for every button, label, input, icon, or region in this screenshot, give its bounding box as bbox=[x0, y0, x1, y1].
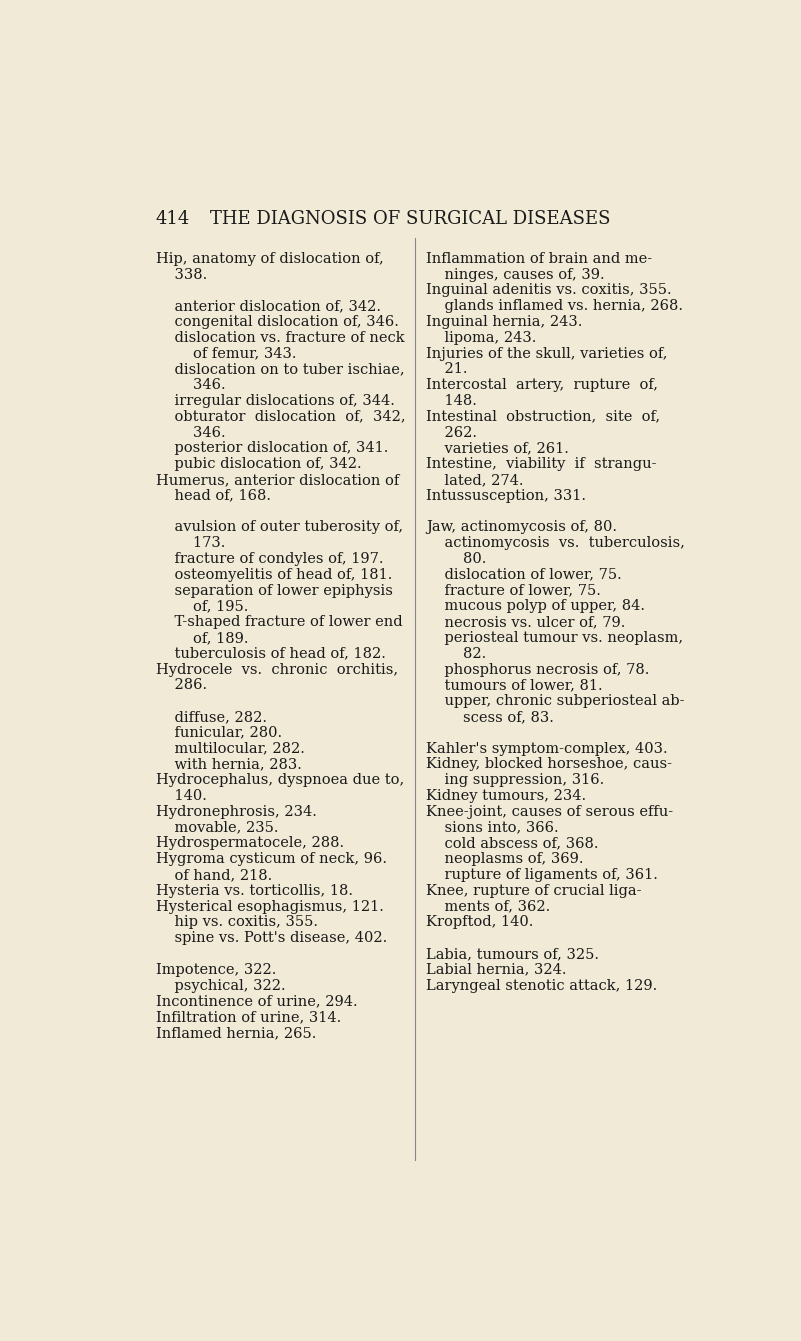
Text: Kidney, blocked horseshoe, caus-: Kidney, blocked horseshoe, caus- bbox=[426, 758, 672, 771]
Text: Infiltration of urine, 314.: Infiltration of urine, 314. bbox=[156, 1010, 341, 1025]
Text: Jaw, actinomycosis of, 80.: Jaw, actinomycosis of, 80. bbox=[426, 520, 617, 534]
Text: movable, 235.: movable, 235. bbox=[156, 821, 279, 834]
Text: 140.: 140. bbox=[156, 789, 207, 803]
Text: dislocation on to tuber ischiae,: dislocation on to tuber ischiae, bbox=[156, 362, 405, 377]
Text: head of, 168.: head of, 168. bbox=[156, 488, 271, 503]
Text: Labia, tumours of, 325.: Labia, tumours of, 325. bbox=[426, 947, 599, 961]
Text: hip vs. coxitis, 355.: hip vs. coxitis, 355. bbox=[156, 916, 318, 929]
Text: ments of, 362.: ments of, 362. bbox=[426, 900, 550, 913]
Text: Hydrospermatocele, 288.: Hydrospermatocele, 288. bbox=[156, 837, 344, 850]
Text: multilocular, 282.: multilocular, 282. bbox=[156, 742, 305, 755]
Text: 346.: 346. bbox=[156, 378, 226, 392]
Text: separation of lower epiphysis: separation of lower epiphysis bbox=[156, 583, 392, 598]
Text: rupture of ligaments of, 361.: rupture of ligaments of, 361. bbox=[426, 868, 658, 882]
Text: 21.: 21. bbox=[426, 362, 468, 377]
Text: 82.: 82. bbox=[426, 646, 486, 661]
Text: anterior dislocation of, 342.: anterior dislocation of, 342. bbox=[156, 299, 381, 314]
Text: Kahler's symptom-complex, 403.: Kahler's symptom-complex, 403. bbox=[426, 742, 668, 755]
Text: ing suppression, 316.: ing suppression, 316. bbox=[426, 774, 604, 787]
Text: dislocation vs. fracture of neck: dislocation vs. fracture of neck bbox=[156, 331, 405, 345]
Text: Kropftod, 140.: Kropftod, 140. bbox=[426, 916, 533, 929]
Text: glands inflamed vs. hernia, 268.: glands inflamed vs. hernia, 268. bbox=[426, 299, 683, 314]
Text: Laryngeal stenotic attack, 129.: Laryngeal stenotic attack, 129. bbox=[426, 979, 658, 992]
Text: 414: 414 bbox=[156, 211, 191, 228]
Text: funicular, 280.: funicular, 280. bbox=[156, 725, 282, 740]
Text: phosphorus necrosis of, 78.: phosphorus necrosis of, 78. bbox=[426, 662, 650, 677]
Text: Incontinence of urine, 294.: Incontinence of urine, 294. bbox=[156, 994, 357, 1008]
Text: psychical, 322.: psychical, 322. bbox=[156, 979, 286, 992]
Text: T-shaped fracture of lower end: T-shaped fracture of lower end bbox=[156, 616, 403, 629]
Text: Labial hernia, 324.: Labial hernia, 324. bbox=[426, 963, 566, 976]
Text: neoplasms of, 369.: neoplasms of, 369. bbox=[426, 852, 584, 866]
Text: of femur, 343.: of femur, 343. bbox=[156, 346, 296, 361]
Text: mucous polyp of upper, 84.: mucous polyp of upper, 84. bbox=[426, 599, 645, 613]
Text: Injuries of the skull, varieties of,: Injuries of the skull, varieties of, bbox=[426, 346, 667, 361]
Text: congenital dislocation of, 346.: congenital dislocation of, 346. bbox=[156, 315, 399, 329]
Text: Inguinal hernia, 243.: Inguinal hernia, 243. bbox=[426, 315, 582, 329]
Text: obturator  dislocation  of,  342,: obturator dislocation of, 342, bbox=[156, 410, 405, 424]
Text: Intercostal  artery,  rupture  of,: Intercostal artery, rupture of, bbox=[426, 378, 658, 392]
Text: posterior dislocation of, 341.: posterior dislocation of, 341. bbox=[156, 441, 388, 456]
Text: osteomyelitis of head of, 181.: osteomyelitis of head of, 181. bbox=[156, 567, 392, 582]
Text: avulsion of outer tuberosity of,: avulsion of outer tuberosity of, bbox=[156, 520, 403, 534]
Text: fracture of condyles of, 197.: fracture of condyles of, 197. bbox=[156, 552, 384, 566]
Text: Knee-joint, causes of serous effu-: Knee-joint, causes of serous effu- bbox=[426, 805, 673, 819]
Text: Hydronephrosis, 234.: Hydronephrosis, 234. bbox=[156, 805, 317, 819]
Text: Inflammation of brain and me-: Inflammation of brain and me- bbox=[426, 252, 652, 266]
Text: actinomycosis  vs.  tuberculosis,: actinomycosis vs. tuberculosis, bbox=[426, 536, 685, 550]
Text: necrosis vs. ulcer of, 79.: necrosis vs. ulcer of, 79. bbox=[426, 616, 626, 629]
Text: lated, 274.: lated, 274. bbox=[426, 473, 524, 487]
Text: Hip, anatomy of dislocation of,: Hip, anatomy of dislocation of, bbox=[156, 252, 384, 266]
Text: ninges, causes of, 39.: ninges, causes of, 39. bbox=[426, 268, 605, 282]
Text: Kidney tumours, 234.: Kidney tumours, 234. bbox=[426, 789, 586, 803]
Text: of, 195.: of, 195. bbox=[156, 599, 248, 613]
Text: Hydrocephalus, dyspnoea due to,: Hydrocephalus, dyspnoea due to, bbox=[156, 774, 405, 787]
Text: Impotence, 322.: Impotence, 322. bbox=[156, 963, 276, 976]
Text: Hysteria vs. torticollis, 18.: Hysteria vs. torticollis, 18. bbox=[156, 884, 353, 897]
Text: Hygroma cysticum of neck, 96.: Hygroma cysticum of neck, 96. bbox=[156, 852, 387, 866]
Text: Hysterical esophagismus, 121.: Hysterical esophagismus, 121. bbox=[156, 900, 384, 913]
Text: irregular dislocations of, 344.: irregular dislocations of, 344. bbox=[156, 394, 395, 408]
Text: dislocation of lower, 75.: dislocation of lower, 75. bbox=[426, 567, 622, 582]
Text: spine vs. Pott's disease, 402.: spine vs. Pott's disease, 402. bbox=[156, 931, 387, 945]
Text: pubic dislocation of, 342.: pubic dislocation of, 342. bbox=[156, 457, 361, 471]
Text: with hernia, 283.: with hernia, 283. bbox=[156, 758, 302, 771]
Text: cold abscess of, 368.: cold abscess of, 368. bbox=[426, 837, 598, 850]
Text: scess of, 83.: scess of, 83. bbox=[426, 709, 554, 724]
Text: tumours of lower, 81.: tumours of lower, 81. bbox=[426, 679, 602, 692]
Text: diffuse, 282.: diffuse, 282. bbox=[156, 709, 267, 724]
Text: Intestine,  viability  if  strangu-: Intestine, viability if strangu- bbox=[426, 457, 657, 471]
Text: 346.: 346. bbox=[156, 425, 226, 440]
Text: Humerus, anterior dislocation of: Humerus, anterior dislocation of bbox=[156, 473, 399, 487]
Text: upper, chronic subperiosteal ab-: upper, chronic subperiosteal ab- bbox=[426, 695, 685, 708]
Text: 262.: 262. bbox=[426, 425, 477, 440]
Text: THE DIAGNOSIS OF SURGICAL DISEASES: THE DIAGNOSIS OF SURGICAL DISEASES bbox=[210, 211, 611, 228]
Text: Knee, rupture of crucial liga-: Knee, rupture of crucial liga- bbox=[426, 884, 642, 897]
Text: periosteal tumour vs. neoplasm,: periosteal tumour vs. neoplasm, bbox=[426, 632, 683, 645]
Text: Intestinal  obstruction,  site  of,: Intestinal obstruction, site of, bbox=[426, 410, 660, 424]
Text: Inguinal adenitis vs. coxitis, 355.: Inguinal adenitis vs. coxitis, 355. bbox=[426, 283, 672, 298]
Text: of hand, 218.: of hand, 218. bbox=[156, 868, 272, 882]
Text: 338.: 338. bbox=[156, 268, 207, 282]
Text: varieties of, 261.: varieties of, 261. bbox=[426, 441, 569, 456]
Text: fracture of lower, 75.: fracture of lower, 75. bbox=[426, 583, 601, 598]
Text: 80.: 80. bbox=[426, 552, 486, 566]
Text: tuberculosis of head of, 182.: tuberculosis of head of, 182. bbox=[156, 646, 386, 661]
Text: Hydrocele  vs.  chronic  orchitis,: Hydrocele vs. chronic orchitis, bbox=[156, 662, 398, 677]
Text: Intussusception, 331.: Intussusception, 331. bbox=[426, 488, 586, 503]
Text: Inflamed hernia, 265.: Inflamed hernia, 265. bbox=[156, 1026, 316, 1039]
Text: sions into, 366.: sions into, 366. bbox=[426, 821, 558, 834]
Text: 148.: 148. bbox=[426, 394, 477, 408]
Text: 286.: 286. bbox=[156, 679, 207, 692]
Text: of, 189.: of, 189. bbox=[156, 632, 248, 645]
Text: 173.: 173. bbox=[156, 536, 225, 550]
Text: lipoma, 243.: lipoma, 243. bbox=[426, 331, 537, 345]
